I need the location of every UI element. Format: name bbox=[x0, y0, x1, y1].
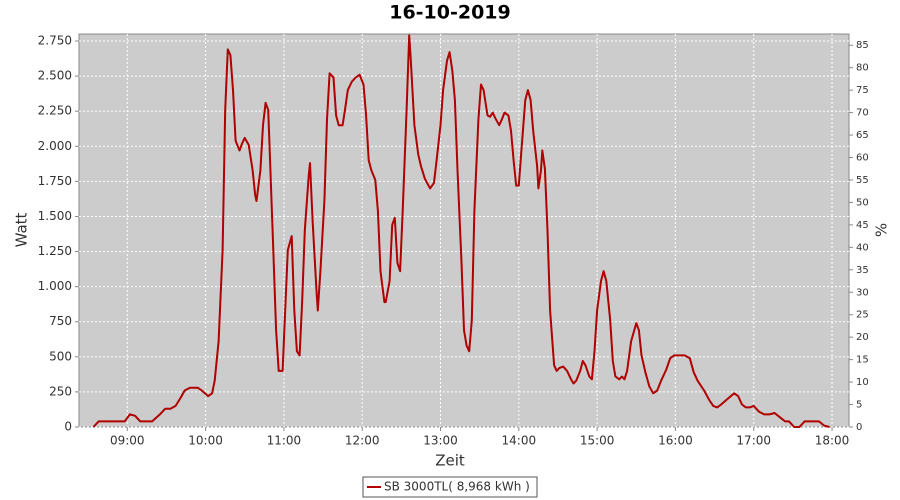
x-tick-label: 09:00 bbox=[110, 434, 145, 448]
plot-area bbox=[78, 33, 850, 428]
y2-axis-label: % bbox=[873, 223, 891, 237]
y2-tick-label: 0 bbox=[856, 422, 862, 433]
y-tick-label: 1.500 bbox=[38, 209, 72, 223]
y2-tick-label: 25 bbox=[856, 310, 869, 321]
x-tick-label: 18:00 bbox=[815, 434, 850, 448]
y2-tick-label: 75 bbox=[856, 85, 869, 96]
y2-tick-label: 80 bbox=[856, 63, 869, 74]
y-tick-label: 750 bbox=[49, 314, 72, 328]
x-tick-label: 12:00 bbox=[345, 434, 380, 448]
y2-tick-label: 45 bbox=[856, 220, 869, 231]
y2-tick-label: 60 bbox=[856, 153, 869, 164]
x-tick-label: 17:00 bbox=[736, 434, 771, 448]
y2-tick-label: 5 bbox=[856, 400, 862, 411]
y-tick-label: 1.250 bbox=[38, 244, 72, 258]
y-tick-label: 250 bbox=[49, 384, 72, 398]
x-tick-label: 16:00 bbox=[658, 434, 693, 448]
y-axis-label: Watt bbox=[13, 212, 31, 247]
y-tick-label: 0 bbox=[64, 420, 72, 434]
y-tick-label: 2.250 bbox=[38, 104, 72, 118]
y2-tick-label: 10 bbox=[856, 377, 869, 388]
y2-tick-label: 15 bbox=[856, 355, 869, 366]
y2-tick-label: 30 bbox=[856, 287, 869, 298]
x-tick-label: 13:00 bbox=[423, 434, 458, 448]
chart-title: 16-10-2019 bbox=[389, 2, 511, 24]
y2-tick-label: 35 bbox=[856, 265, 869, 276]
x-axis-label: Zeit bbox=[435, 452, 465, 470]
y-tick-label: 1.000 bbox=[38, 279, 72, 293]
y2-tick-label: 70 bbox=[856, 108, 869, 119]
y2-tick-label: 85 bbox=[856, 40, 869, 51]
y-tick-label: 1.750 bbox=[38, 174, 72, 188]
y2-tick-label: 50 bbox=[856, 197, 869, 208]
x-tick-label: 11:00 bbox=[267, 434, 302, 448]
y-tick-label: 2.000 bbox=[38, 139, 72, 153]
x-tick-label: 10:00 bbox=[188, 434, 223, 448]
data-line bbox=[92, 34, 830, 428]
legend-label: SB 3000TL( 8,968 kWh ) bbox=[384, 480, 530, 494]
y-tick-label: 2.500 bbox=[38, 69, 72, 83]
y-tick-label: 2.750 bbox=[38, 34, 72, 48]
x-tick-label: 15:00 bbox=[580, 434, 615, 448]
y-tick-label: 500 bbox=[49, 349, 72, 363]
y2-tick-label: 20 bbox=[856, 332, 869, 343]
x-tick-label: 14:00 bbox=[502, 434, 537, 448]
y2-tick-label: 65 bbox=[856, 130, 869, 141]
y2-tick-label: 55 bbox=[856, 175, 869, 186]
y2-tick-label: 40 bbox=[856, 242, 869, 253]
legend-box bbox=[362, 476, 538, 498]
